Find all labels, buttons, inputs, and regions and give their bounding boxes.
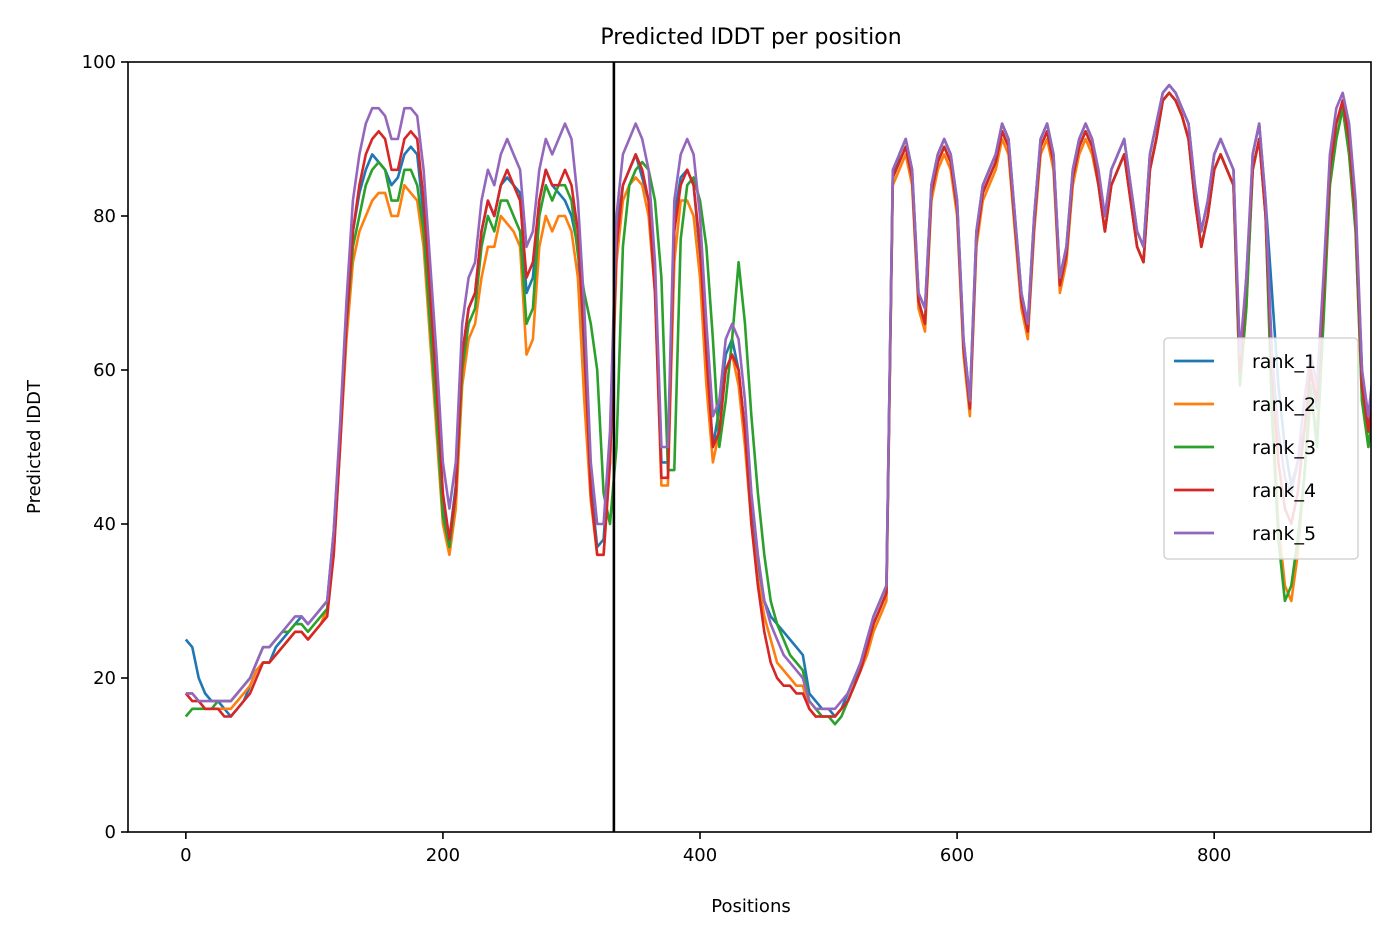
x-axis-label: Positions <box>711 896 790 917</box>
y-axis-label: Predicted lDDT <box>24 379 45 514</box>
series-layer <box>184 83 1371 726</box>
x-tick-label: 400 <box>683 845 717 866</box>
x-tick-label: 800 <box>1197 845 1231 866</box>
legend-label: rank_4 <box>1252 480 1316 502</box>
y-tick-label: 40 <box>93 514 116 535</box>
x-tick-label: 200 <box>426 845 460 866</box>
legend-box <box>1163 337 1359 560</box>
y-tick-label: 80 <box>93 206 116 227</box>
series-line-rank-5 <box>185 83 1371 711</box>
chart-title: Predicted lDDT per position <box>600 25 901 50</box>
legend-label: rank_3 <box>1252 437 1316 459</box>
x-axis-ticks: 0 200 400 600 800 <box>180 832 1231 866</box>
legend-label: rank_5 <box>1252 523 1316 545</box>
legend: rank_1 rank_2 rank_3 rank_4 rank_5 <box>1163 337 1359 560</box>
plot-frame <box>127 61 1372 833</box>
y-tick-label: 60 <box>93 360 116 381</box>
legend-label: rank_1 <box>1252 351 1316 373</box>
y-tick-label: 0 <box>105 822 116 843</box>
x-tick-label: 600 <box>940 845 974 866</box>
y-tick-label: 100 <box>82 52 116 73</box>
y-tick-label: 20 <box>93 668 116 689</box>
y-axis-ticks: 0 20 40 60 80 100 <box>82 52 128 843</box>
x-tick-label: 0 <box>180 845 191 866</box>
legend-label: rank_2 <box>1252 394 1316 416</box>
